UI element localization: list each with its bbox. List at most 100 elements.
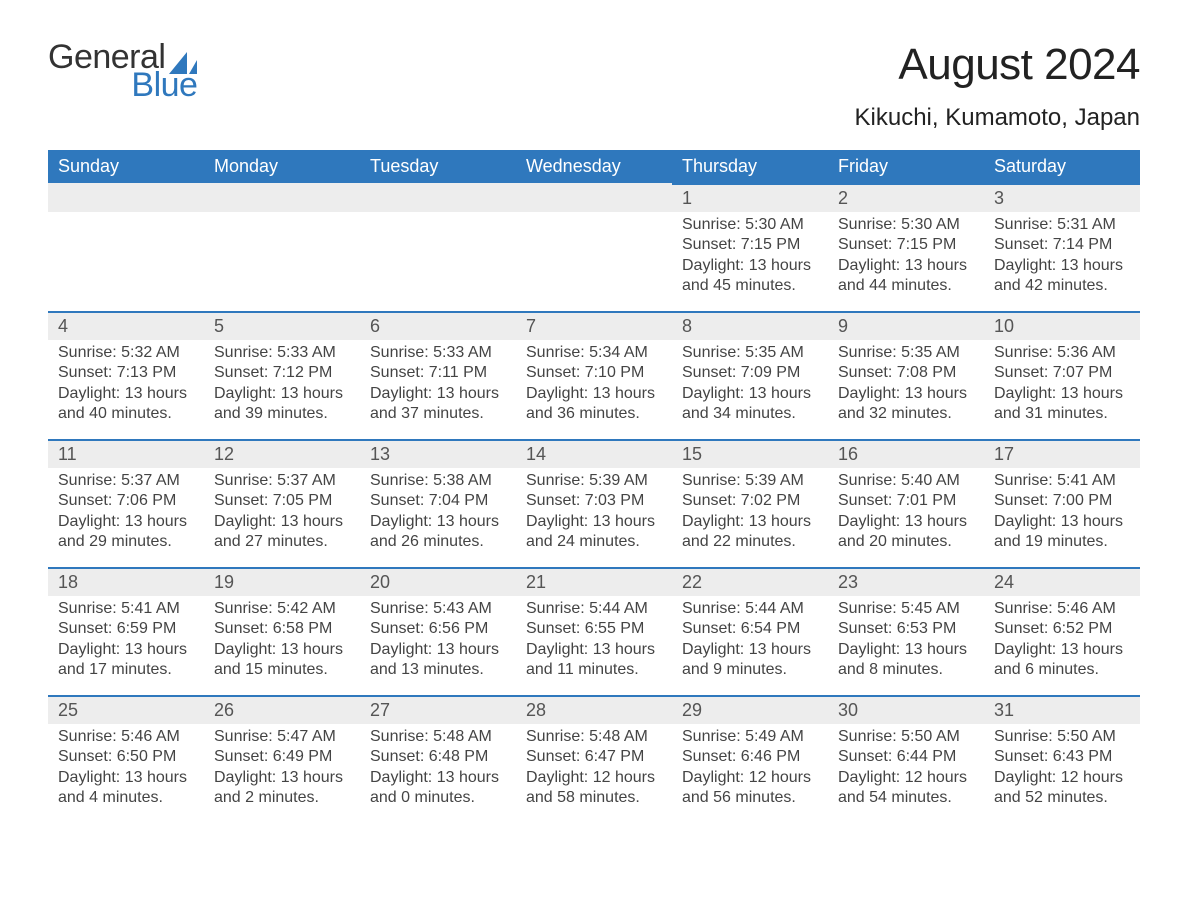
day-details: Sunrise: 5:33 AMSunset: 7:12 PMDaylight:… bbox=[204, 340, 360, 431]
daylight-text: Daylight: 13 hours and 39 minutes. bbox=[214, 384, 350, 425]
daylight-text: Daylight: 13 hours and 40 minutes. bbox=[58, 384, 194, 425]
calendar-cell: 18Sunrise: 5:41 AMSunset: 6:59 PMDayligh… bbox=[48, 567, 204, 695]
daylight-text: Daylight: 13 hours and 11 minutes. bbox=[526, 640, 662, 681]
sunrise-text: Sunrise: 5:32 AM bbox=[58, 343, 194, 363]
calendar-cell: 16Sunrise: 5:40 AMSunset: 7:01 PMDayligh… bbox=[828, 439, 984, 567]
day-details: Sunrise: 5:41 AMSunset: 7:00 PMDaylight:… bbox=[984, 468, 1140, 559]
day-details bbox=[360, 212, 516, 221]
calendar-cell: 11Sunrise: 5:37 AMSunset: 7:06 PMDayligh… bbox=[48, 439, 204, 567]
day-details: Sunrise: 5:45 AMSunset: 6:53 PMDaylight:… bbox=[828, 596, 984, 687]
day-number: 10 bbox=[984, 311, 1140, 340]
sunrise-text: Sunrise: 5:38 AM bbox=[370, 471, 506, 491]
sunset-text: Sunset: 6:44 PM bbox=[838, 747, 974, 767]
daylight-text: Daylight: 13 hours and 22 minutes. bbox=[682, 512, 818, 553]
calendar-week-row: 11Sunrise: 5:37 AMSunset: 7:06 PMDayligh… bbox=[48, 439, 1140, 567]
day-number: 24 bbox=[984, 567, 1140, 596]
sunset-text: Sunset: 6:49 PM bbox=[214, 747, 350, 767]
day-number: 22 bbox=[672, 567, 828, 596]
day-number: 28 bbox=[516, 695, 672, 724]
heading: August 2024 Kikuchi, Kumamoto, Japan bbox=[855, 40, 1140, 132]
sunrise-text: Sunrise: 5:41 AM bbox=[994, 471, 1130, 491]
day-number bbox=[516, 183, 672, 212]
day-number: 31 bbox=[984, 695, 1140, 724]
calendar-body: 1Sunrise: 5:30 AMSunset: 7:15 PMDaylight… bbox=[48, 183, 1140, 823]
day-number: 14 bbox=[516, 439, 672, 468]
sunset-text: Sunset: 7:10 PM bbox=[526, 363, 662, 383]
sunset-text: Sunset: 7:11 PM bbox=[370, 363, 506, 383]
calendar-cell: 24Sunrise: 5:46 AMSunset: 6:52 PMDayligh… bbox=[984, 567, 1140, 695]
day-number: 18 bbox=[48, 567, 204, 596]
sunset-text: Sunset: 6:48 PM bbox=[370, 747, 506, 767]
day-details: Sunrise: 5:47 AMSunset: 6:49 PMDaylight:… bbox=[204, 724, 360, 815]
calendar-week-row: 25 Sunrise: 5:46 AMSunset: 6:50 PMDayligh… bbox=[48, 695, 1140, 823]
sunrise-text: Sunrise: 5:30 AM bbox=[838, 215, 974, 235]
daylight-text: Daylight: 13 hours and 45 minutes. bbox=[682, 256, 818, 297]
day-details: Sunrise: 5:50 AMSunset: 6:44 PMDaylight:… bbox=[828, 724, 984, 815]
weekday-header: Saturday bbox=[984, 150, 1140, 183]
weekday-header: Thursday bbox=[672, 150, 828, 183]
weekday-header: Sunday bbox=[48, 150, 204, 183]
day-number: 21 bbox=[516, 567, 672, 596]
sunset-text: Sunset: 6:43 PM bbox=[994, 747, 1130, 767]
calendar-head: SundayMondayTuesdayWednesdayThursdayFrid… bbox=[48, 150, 1140, 183]
day-details: Sunrise: 5:35 AMSunset: 7:09 PMDaylight:… bbox=[672, 340, 828, 431]
day-details bbox=[204, 212, 360, 221]
calendar-week-row: 4Sunrise: 5:32 AMSunset: 7:13 PMDaylight… bbox=[48, 311, 1140, 439]
daylight-text: Daylight: 13 hours and 9 minutes. bbox=[682, 640, 818, 681]
day-details: Sunrise: 5:37 AMSunset: 7:05 PMDaylight:… bbox=[204, 468, 360, 559]
sunrise-text: Sunrise: 5:35 AM bbox=[682, 343, 818, 363]
sunset-text: Sunset: 7:07 PM bbox=[994, 363, 1130, 383]
calendar-cell: 30Sunrise: 5:50 AMSunset: 6:44 PMDayligh… bbox=[828, 695, 984, 823]
daylight-text: Daylight: 13 hours and 32 minutes. bbox=[838, 384, 974, 425]
sunset-text: Sunset: 7:03 PM bbox=[526, 491, 662, 511]
sunset-text: Sunset: 7:01 PM bbox=[838, 491, 974, 511]
calendar-cell: 28Sunrise: 5:48 AMSunset: 6:47 PMDayligh… bbox=[516, 695, 672, 823]
calendar-cell bbox=[516, 183, 672, 311]
sunrise-text: Sunrise: 5:36 AM bbox=[994, 343, 1130, 363]
day-number: 7 bbox=[516, 311, 672, 340]
day-details: Sunrise: 5:40 AMSunset: 7:01 PMDaylight:… bbox=[828, 468, 984, 559]
sunset-text: Sunset: 6:54 PM bbox=[682, 619, 818, 639]
calendar-table: SundayMondayTuesdayWednesdayThursdayFrid… bbox=[48, 150, 1140, 823]
sunset-text: Sunset: 6:53 PM bbox=[838, 619, 974, 639]
calendar-cell: 26Sunrise: 5:47 AMSunset: 6:49 PMDayligh… bbox=[204, 695, 360, 823]
day-number: 29 bbox=[672, 695, 828, 724]
day-number: 15 bbox=[672, 439, 828, 468]
sunrise-text: Sunrise: 5:43 AM bbox=[370, 599, 506, 619]
daylight-text: Daylight: 13 hours and 4 minutes. bbox=[58, 768, 194, 809]
sunrise-text: Sunrise: 5:34 AM bbox=[526, 343, 662, 363]
calendar-cell: 8Sunrise: 5:35 AMSunset: 7:09 PMDaylight… bbox=[672, 311, 828, 439]
header-region: General Blue August 2024 Kikuchi, Kumamo… bbox=[48, 40, 1140, 132]
day-details: Sunrise: 5:32 AMSunset: 7:13 PMDaylight:… bbox=[48, 340, 204, 431]
daylight-text: Daylight: 13 hours and 24 minutes. bbox=[526, 512, 662, 553]
day-number bbox=[48, 183, 204, 212]
daylight-text: Daylight: 13 hours and 36 minutes. bbox=[526, 384, 662, 425]
sunrise-text: Sunrise: 5:46 AM bbox=[994, 599, 1130, 619]
day-number: 13 bbox=[360, 439, 516, 468]
sunrise-text: Sunrise: 5:48 AM bbox=[526, 727, 662, 747]
sunset-text: Sunset: 6:50 PM bbox=[58, 747, 194, 767]
calendar-cell bbox=[360, 183, 516, 311]
calendar-cell: 6Sunrise: 5:33 AMSunset: 7:11 PMDaylight… bbox=[360, 311, 516, 439]
day-number: 19 bbox=[204, 567, 360, 596]
weekday-header: Wednesday bbox=[516, 150, 672, 183]
daylight-text: Daylight: 13 hours and 31 minutes. bbox=[994, 384, 1130, 425]
sunset-text: Sunset: 6:59 PM bbox=[58, 619, 194, 639]
sunrise-text: Sunrise: 5:46 AM bbox=[58, 727, 194, 747]
day-number: 16 bbox=[828, 439, 984, 468]
month-title: August 2024 bbox=[855, 40, 1140, 90]
sunrise-text: Sunrise: 5:39 AM bbox=[682, 471, 818, 491]
daylight-text: Daylight: 13 hours and 27 minutes. bbox=[214, 512, 350, 553]
sunrise-text: Sunrise: 5:37 AM bbox=[214, 471, 350, 491]
day-details: Sunrise: 5:46 AMSunset: 6:52 PMDaylight:… bbox=[984, 596, 1140, 687]
day-number: 25 bbox=[48, 695, 204, 724]
sunrise-text: Sunrise: 5:44 AM bbox=[682, 599, 818, 619]
calendar-cell: 4Sunrise: 5:32 AMSunset: 7:13 PMDaylight… bbox=[48, 311, 204, 439]
sunrise-text: Sunrise: 5:49 AM bbox=[682, 727, 818, 747]
sunrise-text: Sunrise: 5:41 AM bbox=[58, 599, 194, 619]
day-number: 23 bbox=[828, 567, 984, 596]
calendar-cell: 22 Sunrise: 5:44 AMSunset: 6:54 PMDayligh… bbox=[672, 567, 828, 695]
calendar-cell: 25 Sunrise: 5:46 AMSunset: 6:50 PMDayligh… bbox=[48, 695, 204, 823]
daylight-text: Daylight: 13 hours and 13 minutes. bbox=[370, 640, 506, 681]
weekday-header: Monday bbox=[204, 150, 360, 183]
